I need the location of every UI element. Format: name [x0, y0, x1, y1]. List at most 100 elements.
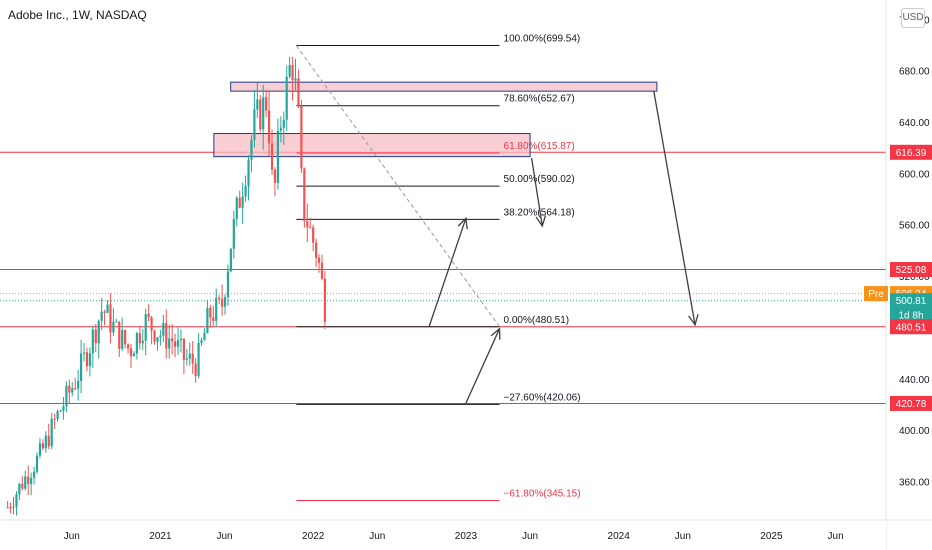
arrow-head [535, 215, 547, 228]
candle-body [162, 323, 165, 336]
fibonacci-levels: 100.00%(699.54) 78.60%(652.67) 61.80%(615.… [295, 34, 581, 502]
candlestick-series [6, 56, 327, 516]
fib-level-label: 61.80%(615.87) [504, 141, 575, 152]
candle-body [79, 353, 83, 381]
countdown-label: 1d 8h [898, 311, 923, 322]
candle-body [165, 323, 168, 349]
price-tick-label: 440.00 [899, 375, 930, 386]
candle-body [197, 342, 200, 376]
candle-body [32, 471, 36, 478]
price-tick-label: 640.00 [899, 118, 930, 129]
candle-body [126, 344, 130, 349]
candle-body [314, 242, 318, 258]
time-tick-label: Jun [522, 531, 538, 542]
candle-body [250, 139, 253, 160]
candle-body [24, 476, 27, 489]
candle-body [241, 196, 244, 208]
arrow-head [490, 327, 501, 340]
candle-body [159, 335, 162, 338]
candle-body [226, 271, 230, 298]
candle-body [156, 337, 159, 342]
fib-level-label: 100.00%(699.54) [504, 34, 581, 45]
price-tick-label: 400.00 [899, 426, 930, 437]
candle-body [47, 435, 50, 447]
price-tick-label: 520.00 [899, 272, 930, 283]
candle-body [30, 477, 33, 484]
candle-body [244, 185, 247, 197]
candle-body [41, 443, 44, 449]
candle-body [100, 311, 103, 321]
candle-body [173, 341, 177, 347]
price-label-box [890, 144, 932, 160]
candle-body [94, 329, 97, 344]
candle-body [291, 65, 294, 81]
candle-body [15, 494, 18, 507]
price-tick-label: 560.00 [899, 221, 930, 232]
price-label-text: 420.78 [896, 399, 927, 410]
candle-body [56, 411, 59, 420]
projection-arrow [428, 218, 467, 327]
candle-body [138, 333, 141, 344]
time-tick-label: Jun [64, 531, 80, 542]
currency-button[interactable]: USD [901, 8, 925, 28]
candle-body [106, 304, 109, 313]
candle-body [12, 506, 15, 508]
candle-body [279, 127, 282, 131]
candle-body [35, 455, 39, 472]
horizontal-levels [0, 151, 886, 404]
fib-trend-line [295, 45, 500, 328]
candle-body [191, 353, 194, 364]
time-tick-label: 2022 [302, 531, 325, 542]
candle-body [74, 388, 77, 390]
price-label-text: 500.81 [896, 296, 927, 307]
time-tick-label: 2023 [455, 531, 478, 542]
candle-body [109, 304, 112, 333]
fib-level-label: −61.80%(345.15) [504, 489, 581, 500]
candle-body [188, 353, 191, 359]
time-tick-label: Jun [216, 531, 232, 542]
candle-body [171, 338, 174, 342]
price-label-box [890, 319, 932, 335]
price-label-text: 616.39 [896, 148, 927, 159]
candle-body [232, 219, 235, 249]
resistance-zone [213, 133, 531, 158]
candle-body [168, 338, 171, 349]
candle-body [9, 507, 12, 509]
candle-body [282, 119, 285, 128]
fib-level-label: 50.00%(590.02) [504, 174, 575, 185]
candle-body [182, 338, 185, 360]
time-tick-label: Jun [828, 531, 844, 542]
candle-body [267, 110, 271, 144]
candle-body [270, 143, 274, 170]
candle-body [179, 338, 183, 341]
price-tick-label: 600.00 [899, 169, 930, 180]
candle-body [77, 380, 80, 389]
candle-body [288, 65, 291, 77]
candle-body [121, 330, 124, 349]
candle-body [194, 363, 197, 376]
candle-body [97, 320, 100, 344]
candle-body [185, 358, 188, 360]
candle-body [203, 332, 206, 341]
price-label-text: 480.51 [896, 322, 927, 333]
candle-body [209, 307, 212, 318]
candle-body [176, 340, 180, 347]
price-tick-label: 360.00 [899, 477, 930, 488]
candle-body [273, 169, 277, 183]
candle-body [53, 418, 56, 420]
candle-body [18, 483, 21, 495]
candle-body [276, 130, 280, 183]
fib-level-label: 0.00%(480.51) [504, 315, 570, 326]
candle-body [256, 99, 259, 110]
candle-body [259, 99, 262, 130]
candle-body [297, 78, 300, 107]
price-label-box [890, 293, 932, 324]
candle-body [309, 227, 312, 229]
candle-body [38, 443, 42, 456]
time-tick-label: 2024 [608, 531, 631, 542]
candle-body [253, 109, 256, 140]
fib-level-label: 78.60%(652.67) [504, 94, 575, 105]
candle-body [44, 435, 47, 449]
